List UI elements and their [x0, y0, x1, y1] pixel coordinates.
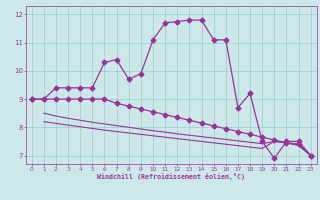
- X-axis label: Windchill (Refroidissement éolien,°C): Windchill (Refroidissement éolien,°C): [97, 173, 245, 180]
